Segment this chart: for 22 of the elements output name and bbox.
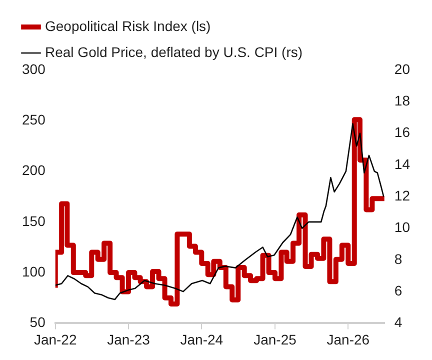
y-tick-label: 150: [22, 212, 46, 229]
y2-tick-label: 8: [394, 250, 402, 267]
y2-tick-label: 16: [394, 124, 410, 140]
y2-tick-label: 10: [394, 219, 410, 236]
y-tick-label: 200: [22, 162, 46, 178]
legend-label: Geopolitical Risk Index (ls): [45, 18, 211, 34]
x-tick-label: Jan-22: [34, 331, 77, 348]
y-tick-label: 50: [30, 314, 46, 330]
y2-tick-label: 12: [394, 187, 410, 204]
y-tick-label: 100: [22, 263, 46, 280]
x-tick-label: Jan-26: [326, 331, 370, 348]
y2-tick-label: 14: [394, 156, 410, 172]
y2-tick-label: 4: [394, 314, 402, 330]
x-tick-label: Jan-25: [254, 331, 297, 348]
y2-tick-label: 6: [394, 282, 402, 298]
x-tick-label: Jan-24: [180, 331, 224, 348]
y2-tick-label: 20: [394, 60, 410, 77]
legend-label: Real Gold Price, deflated by U.S. CPI (rs): [45, 44, 303, 60]
y2-tick-label: 18: [394, 92, 410, 109]
x-tick-label: Jan-23: [107, 331, 150, 348]
y-tick-label: 250: [22, 112, 46, 128]
y-tick-label: 300: [22, 60, 46, 77]
